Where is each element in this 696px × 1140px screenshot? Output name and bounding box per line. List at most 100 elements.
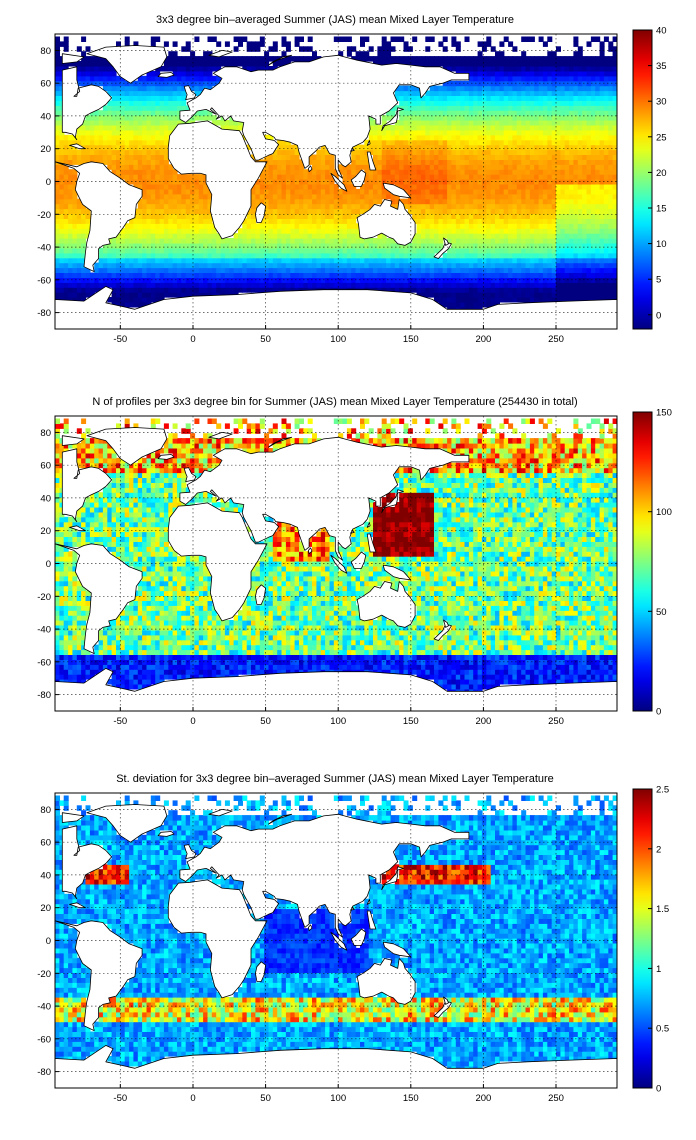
bin-cell — [521, 233, 527, 239]
bin-cell — [573, 154, 579, 160]
bin-cell — [338, 243, 344, 249]
bin-cell — [521, 85, 527, 92]
bin-cell — [556, 169, 561, 175]
bin-cell — [508, 85, 514, 92]
bin-cell — [407, 252, 413, 259]
bin-cell — [468, 282, 474, 288]
bin-cell — [490, 292, 496, 298]
bin-cell — [516, 120, 522, 126]
bin-cell — [159, 120, 165, 126]
bin-cell — [481, 46, 487, 52]
bin-cell — [94, 115, 100, 121]
bin-cell — [63, 287, 69, 293]
bin-cell — [542, 115, 548, 121]
bin-cell — [281, 257, 287, 264]
bin-cell — [551, 105, 557, 111]
bin-cell — [569, 188, 575, 195]
bin-cell — [373, 134, 378, 141]
bin-cell — [89, 56, 95, 62]
bin-cell — [55, 129, 60, 136]
bin-cell — [595, 144, 601, 151]
bin-cell — [390, 179, 396, 185]
bin-cell — [194, 213, 200, 219]
bin-cell — [277, 203, 283, 210]
bin-cell — [360, 203, 365, 210]
bin-cell — [542, 257, 548, 264]
bin-cell — [529, 184, 535, 190]
bin-cell — [477, 61, 483, 67]
bin-cell — [316, 179, 322, 185]
bin-cell — [163, 174, 169, 180]
bin-cell — [447, 223, 453, 229]
bin-cell — [477, 193, 483, 200]
bin-cell — [386, 277, 392, 283]
bin-cell — [81, 51, 87, 57]
bin-cell — [486, 228, 492, 234]
bin-cell — [603, 95, 609, 101]
bin-cell — [608, 272, 614, 278]
bin-cell — [377, 267, 383, 273]
bin-cell — [320, 184, 326, 190]
bin-cell — [586, 179, 592, 185]
bin-cell — [346, 174, 352, 180]
bin-cell — [277, 159, 283, 165]
bin-cell — [238, 282, 243, 288]
bin-cell — [421, 247, 426, 254]
bin-cell — [373, 149, 378, 155]
bin-cell — [342, 243, 348, 249]
bin-cell — [590, 134, 596, 141]
bin-cell — [307, 282, 313, 288]
bin-cell — [85, 129, 91, 136]
bin-cell — [529, 213, 535, 219]
bin-cell — [421, 282, 426, 288]
bin-cell — [346, 208, 352, 214]
bin-cell — [133, 105, 139, 111]
bin-cell — [412, 282, 418, 288]
bin-cell — [525, 282, 531, 288]
bin-cell — [556, 243, 561, 249]
bin-cell — [142, 193, 148, 200]
bin-cell — [207, 267, 213, 273]
bin-cell — [146, 120, 152, 126]
bin-cell — [521, 70, 527, 77]
bin-cell — [163, 159, 169, 165]
bin-cell — [586, 66, 592, 72]
bin-cell — [407, 267, 413, 273]
bin-cell — [447, 252, 453, 259]
bin-cell — [285, 252, 291, 259]
bin-cell — [190, 174, 196, 180]
bin-cell — [407, 120, 413, 126]
bin-cell — [133, 267, 139, 273]
bin-cell — [360, 247, 365, 254]
bin-cell — [560, 139, 566, 146]
bin-cell — [307, 46, 313, 52]
bin-cell — [451, 134, 457, 141]
bin-cell — [612, 46, 617, 52]
bin-cell — [102, 61, 108, 67]
bin-cell — [203, 193, 209, 200]
bin-cell — [185, 218, 191, 224]
bin-cell — [595, 203, 601, 210]
bin-cell — [603, 159, 609, 165]
bin-cell — [499, 134, 505, 141]
bin-cell — [72, 238, 78, 244]
bin-cell — [503, 179, 509, 185]
bin-cell — [55, 203, 60, 210]
bin-cell — [521, 198, 527, 205]
bin-cell — [251, 267, 256, 273]
bin-cell — [529, 129, 535, 136]
bin-cell — [525, 174, 531, 180]
bin-cell — [455, 188, 461, 195]
bin-cell — [355, 238, 361, 244]
bin-cell — [220, 56, 226, 62]
bin-cell — [516, 292, 522, 298]
bin-cell — [207, 75, 213, 82]
bin-cell — [425, 184, 431, 190]
bin-cell — [168, 233, 174, 239]
bin-cell — [451, 257, 457, 264]
bin-cell — [595, 252, 601, 259]
bin-cell — [150, 164, 156, 170]
bin-cell — [503, 154, 509, 160]
bin-cell — [612, 282, 617, 288]
bin-cell — [146, 257, 152, 264]
